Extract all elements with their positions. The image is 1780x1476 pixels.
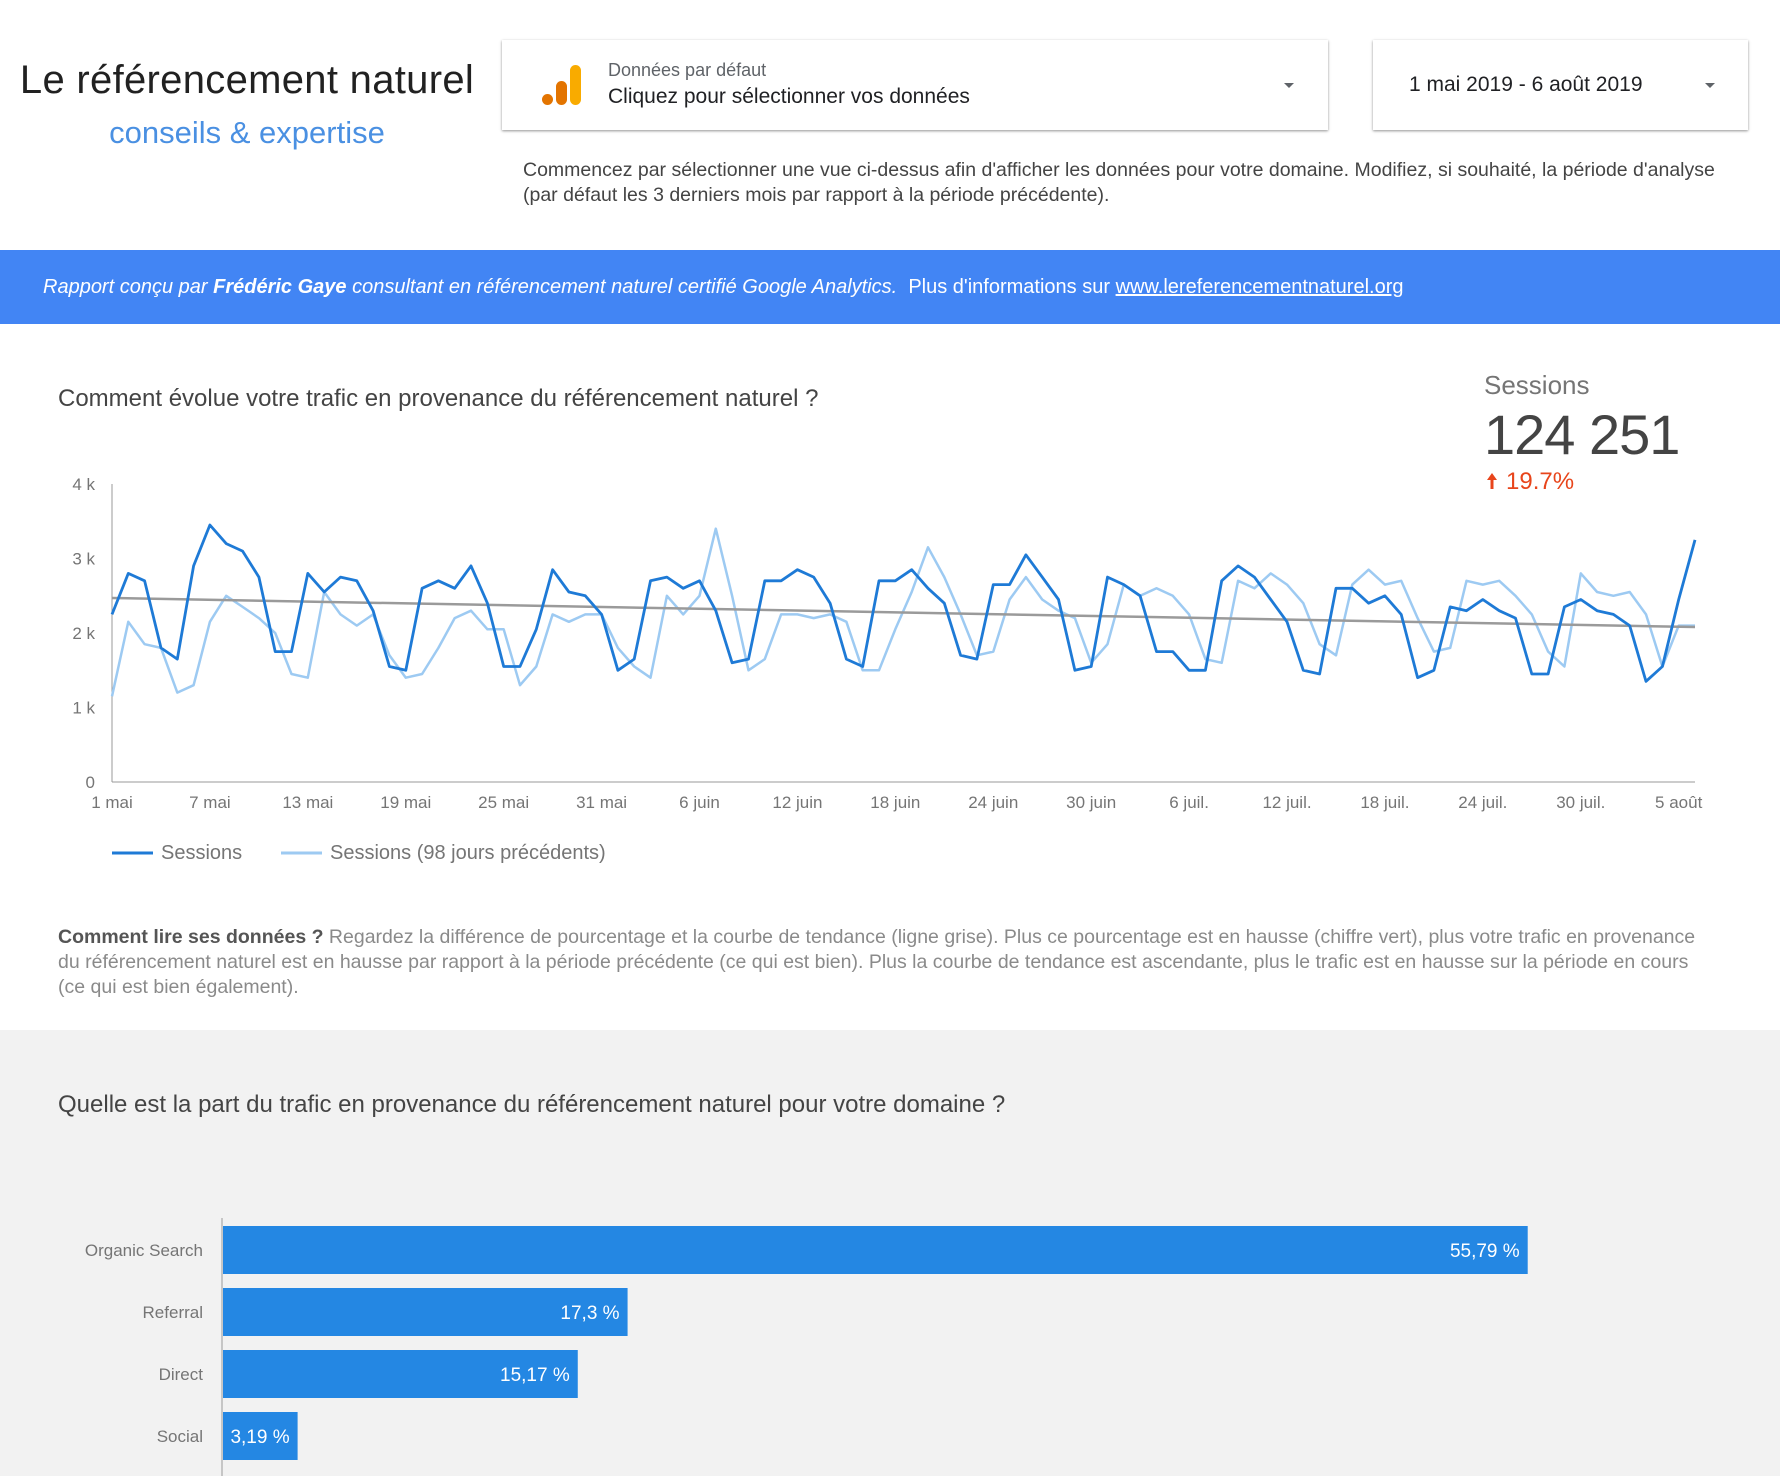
x-tick-label: 18 juil. bbox=[1360, 793, 1409, 812]
data-source-value: Cliquez pour sélectionner vos données bbox=[608, 85, 970, 108]
kpi-value: 124 251 bbox=[1484, 403, 1680, 466]
x-tick-label: 5 août bbox=[1655, 793, 1703, 812]
author-banner: Rapport conçu par Frédéric Gaye consulta… bbox=[0, 250, 1780, 324]
trend-line bbox=[111, 596, 1696, 629]
banner-text: Rapport conçu par Frédéric Gaye consulta… bbox=[43, 276, 1404, 299]
bar bbox=[223, 1350, 578, 1398]
kpi-delta: 19.7% bbox=[1486, 468, 1574, 496]
banner-suffix: consultant en référencement naturel cert… bbox=[346, 276, 898, 298]
date-range-selector[interactable]: 1 mai 2019 - 6 août 2019 bbox=[1373, 40, 1748, 130]
banner-info: Plus d'informations sur bbox=[908, 276, 1116, 298]
x-tick-label: 30 juin bbox=[1066, 793, 1116, 812]
kpi-delta-value: 19.7% bbox=[1506, 468, 1575, 495]
x-tick-label: 6 juin bbox=[679, 793, 720, 812]
x-tick-label: 30 juil. bbox=[1556, 793, 1605, 812]
google-analytics-icon bbox=[542, 65, 581, 105]
bar-category-label: Organic Search bbox=[85, 1241, 203, 1260]
x-tick-label: 24 juin bbox=[968, 793, 1018, 812]
howto-body: Regardez la différence de pourcentage et… bbox=[58, 926, 1696, 998]
x-tick-label: 25 mai bbox=[478, 793, 529, 812]
banner-link[interactable]: www.lereferencementnaturel.org bbox=[1115, 276, 1404, 298]
y-tick-label: 0 bbox=[86, 773, 95, 792]
kpi-label: Sessions bbox=[1484, 370, 1590, 400]
y-tick-label: 3 k bbox=[72, 550, 95, 569]
x-tick-label: 18 juin bbox=[870, 793, 920, 812]
y-tick-label: 4 k bbox=[72, 475, 95, 494]
sessions-line-chart: 0 1 k 2 k 3 k 4 k 1 mai 7 mai 13 mai 19 mai 25 ma… bbox=[72, 475, 1703, 864]
x-tick-label: 19 mai bbox=[380, 793, 431, 812]
bar bbox=[223, 1288, 628, 1336]
x-tick-label: 31 mai bbox=[576, 793, 627, 812]
bar-value-label: 15,17 % bbox=[500, 1365, 570, 1386]
banner-author: Frédéric Gaye bbox=[213, 276, 347, 298]
x-tick-label: 12 juin bbox=[772, 793, 822, 812]
bar-value-label: 55,79 % bbox=[1450, 1241, 1520, 1262]
x-tick-label: 6 juil. bbox=[1169, 793, 1209, 812]
section2-question: Quelle est la part du trafic en provenan… bbox=[58, 1091, 1006, 1118]
y-tick-label: 2 k bbox=[72, 624, 95, 643]
bar-category-label: Referral bbox=[143, 1303, 203, 1322]
data-source-label: Données par défaut bbox=[608, 60, 767, 80]
howto-bold: Comment lire ses données ? bbox=[58, 926, 324, 948]
bar bbox=[223, 1412, 298, 1460]
legend-label-previous: Sessions (98 jours précédents) bbox=[330, 842, 606, 864]
chevron-down-icon bbox=[1284, 83, 1294, 88]
x-tick-label: 12 juil. bbox=[1262, 793, 1311, 812]
x-tick-label: 7 mai bbox=[189, 793, 231, 812]
chevron-down-icon bbox=[1705, 83, 1715, 88]
date-range-value: 1 mai 2019 - 6 août 2019 bbox=[1409, 73, 1643, 96]
arrow-up-icon bbox=[1487, 473, 1497, 489]
howto-text: Comment lire ses données ? Regardez la d… bbox=[58, 925, 1713, 1000]
legend-label-sessions: Sessions bbox=[161, 842, 242, 864]
y-tick-label: 1 k bbox=[72, 699, 95, 718]
data-source-selector[interactable]: Données par défaut Cliquez pour sélectio… bbox=[502, 40, 1328, 130]
section1-question: Comment évolue votre trafic en provenanc… bbox=[58, 385, 819, 412]
intro-text: Commencez par sélectionner une vue ci-de… bbox=[523, 159, 1715, 206]
bar-value-label: 17,3 % bbox=[560, 1303, 619, 1324]
x-tick-label: 24 juil. bbox=[1458, 793, 1507, 812]
brand-subtitle: conseils & expertise bbox=[109, 115, 385, 150]
bar-value-label: 3,19 % bbox=[230, 1427, 289, 1448]
traffic-share-bar-chart: Organic Search 55,79 % Referral 17,3 % Direc… bbox=[85, 1218, 1528, 1476]
bar-category-label: Direct bbox=[159, 1365, 204, 1384]
x-tick-label: 1 mai bbox=[91, 793, 133, 812]
bar bbox=[223, 1226, 1528, 1274]
bar-category-label: Social bbox=[157, 1427, 203, 1446]
sessions-line bbox=[110, 523, 1697, 683]
brand-title: Le référencement naturel bbox=[19, 58, 475, 102]
x-tick-label: 13 mai bbox=[282, 793, 333, 812]
banner-prefix: Rapport conçu par bbox=[43, 276, 214, 298]
